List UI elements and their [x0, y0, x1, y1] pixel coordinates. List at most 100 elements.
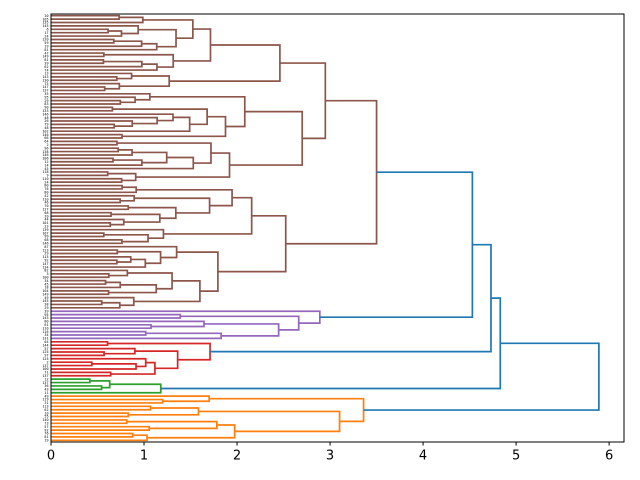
leaf-label: 140 — [42, 418, 48, 422]
leaf-label: 143 — [42, 316, 48, 320]
leaf-label: 137 — [42, 89, 48, 93]
leaf-label: 146 — [42, 241, 48, 245]
leaf-label: 123 — [42, 248, 48, 252]
leaf-label: 39 — [44, 61, 48, 65]
x-tick-label: 0 — [47, 449, 55, 464]
leaf-label: 23 — [44, 225, 48, 229]
leaf-label: 118 — [42, 170, 48, 174]
leaf-label: 55 — [44, 415, 48, 419]
leaf-label: 100 — [42, 367, 48, 371]
leaf-label: 82 — [44, 269, 48, 273]
leaf-label: 95 — [44, 95, 48, 99]
leaf-label: 18 — [44, 286, 48, 290]
leaf-label: 130 — [42, 78, 48, 82]
leaf-label: 127 — [42, 208, 48, 212]
leaf-label: 29 — [44, 306, 48, 310]
leaf-label: 76 — [44, 187, 48, 191]
cluster-links-orange — [51, 395, 365, 442]
leaf-label: 120 — [42, 38, 48, 42]
cluster-links-green — [51, 378, 162, 394]
leaf-label: 79 — [44, 123, 48, 127]
leaf-label: 14 — [44, 163, 48, 167]
leaf-label: 80 — [44, 191, 48, 195]
x-tick-label: 2 — [233, 449, 241, 464]
leaf-label: 110 — [42, 197, 48, 201]
leaf-label: 34 — [44, 333, 48, 337]
leaf-label: 61 — [44, 323, 48, 327]
leaf-label: 149 — [42, 55, 48, 59]
leaf-label: 102 — [42, 129, 48, 133]
leaf-label: 19 — [44, 439, 48, 443]
leaf-label: 143 — [42, 75, 48, 79]
leaf-label: 137 — [42, 374, 48, 378]
leaf-label: 138 — [42, 150, 48, 154]
leaf-label: 35 — [44, 92, 48, 96]
leaf-label: 47 — [44, 51, 48, 55]
leaf-label: 6 — [46, 27, 48, 31]
leaf-label: 13 — [44, 72, 48, 76]
x-tick-label: 1 — [140, 449, 148, 464]
leaf-label: 10 — [44, 411, 48, 415]
leaf-label: 2 — [46, 360, 48, 364]
cluster-links-brown — [51, 14, 378, 309]
leaf-label: 66 — [44, 136, 48, 140]
leaf-label: 137 — [42, 381, 48, 385]
leaf-label: 137 — [42, 364, 48, 368]
x-tick-label: 4 — [419, 449, 427, 464]
leaf-label: 146 — [42, 133, 48, 137]
plot-border — [50, 13, 625, 443]
leaf-label: 64 — [44, 140, 48, 144]
leaf-label: 95 — [44, 313, 48, 317]
leaf-label: 139 — [42, 228, 48, 232]
leaf-label: 149 — [42, 292, 48, 296]
leaf-label: 146 — [42, 153, 48, 157]
leaf-label: 96 — [44, 146, 48, 150]
leaf-label: 20 — [44, 214, 48, 218]
leaf-label: 57 — [44, 425, 48, 429]
leaf-label: 100 — [42, 275, 48, 279]
x-tick-label: 5 — [512, 449, 520, 464]
leaf-label: 144 — [42, 343, 48, 347]
leaf-label: 49 — [44, 296, 48, 300]
leaf-label: 134 — [42, 265, 48, 269]
x-tick-label: 3 — [326, 449, 334, 464]
leaf-label: 59 — [44, 41, 48, 45]
leaf-label: 43 — [44, 388, 48, 392]
leaf-label: 49 — [44, 394, 48, 398]
leaf-label: 106 — [42, 157, 48, 161]
leaf-label: 101 — [42, 221, 48, 225]
leaf-label: 24 — [44, 34, 48, 38]
leaf-label: 99 — [44, 235, 48, 239]
x-axis-tick-labels: 0 1 2 3 4 5 6 — [47, 449, 613, 464]
leaf-label: 2 — [46, 143, 48, 147]
leaf-label: 48 — [44, 126, 48, 130]
leaf-label: 92 — [44, 428, 48, 432]
leaf-label: 125 — [42, 357, 48, 361]
leaf-label: 29 — [44, 99, 48, 103]
leaf-label: 115 — [42, 255, 48, 259]
leaf-label: 113 — [42, 405, 48, 409]
leaf-label: 45 — [44, 167, 48, 171]
leaf-label: 39 — [44, 309, 48, 313]
leaf-label: 81 — [44, 435, 48, 439]
leaf-label: 75 — [44, 82, 48, 86]
leaf-label: 9 — [46, 174, 48, 178]
leaf-label: 83 — [44, 102, 48, 106]
leaf-label: 92 — [44, 258, 48, 262]
leaf-label: 81 — [44, 48, 48, 52]
leaf-label: 31 — [44, 401, 48, 405]
leaf-label: 76 — [44, 432, 48, 436]
leaf-label: 119 — [42, 398, 48, 402]
leaf-label: 147 — [42, 262, 48, 266]
leaf-label: 74 — [44, 68, 48, 72]
leaf-label: 116 — [42, 330, 48, 334]
leaf-label: 11 — [44, 391, 48, 395]
leaf-label: 12 — [44, 160, 48, 164]
leaf-label: 62 — [44, 408, 48, 412]
leaf-label: 133 — [42, 109, 48, 113]
x-tick-label: 6 — [605, 449, 613, 464]
leaf-label: 68 — [44, 211, 48, 215]
leaf-label: 26 — [44, 119, 48, 123]
